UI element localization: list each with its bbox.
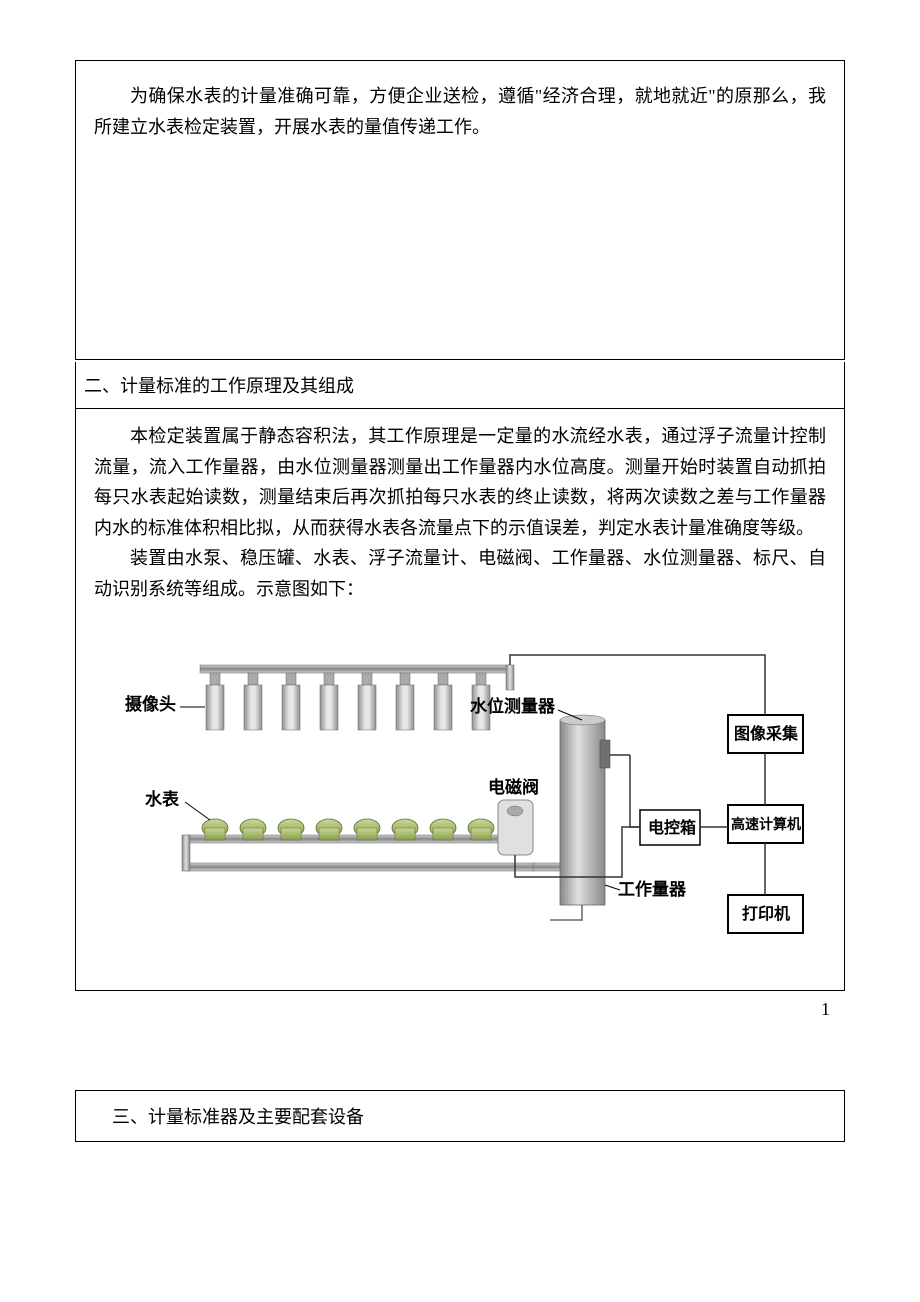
meter-label: 水表	[145, 789, 180, 809]
section2-title: 二、计量标准的工作原理及其组成	[84, 372, 836, 398]
meter-8	[468, 819, 494, 840]
control-label: 电控箱	[648, 818, 696, 837]
meter-6	[392, 819, 418, 840]
intro-paragraph: 为确保水表的计量准确可靠，方便企业送检，遵循"经济合理，就地就近"的原那么，我所…	[94, 81, 826, 142]
meter-4	[316, 819, 342, 840]
meter-3	[278, 819, 304, 840]
printer-label: 打印机	[742, 904, 790, 923]
camera-2	[244, 673, 262, 730]
valve-cap	[507, 806, 523, 816]
tank-drain	[550, 905, 582, 920]
diagram-container: 摄像头 水表	[94, 625, 826, 965]
camera-5	[358, 673, 376, 730]
system-diagram: 摄像头 水表	[110, 625, 810, 965]
section2-para2: 装置由水泵、稳压罐、水表、浮子流量计、电磁阀、工作量器、水位测量器、标尺、自动识…	[94, 543, 826, 604]
section2-title-box: 二、计量标准的工作原理及其组成	[75, 362, 845, 409]
camera-1	[206, 673, 224, 730]
meter-pipe-bottom	[185, 863, 535, 871]
meter-7	[430, 819, 456, 840]
meter-label-line	[185, 802, 210, 820]
document-page: 为确保水表的计量准确可靠，方便企业送检，遵循"经济合理，就地就近"的原那么，我所…	[0, 0, 920, 1050]
intro-section: 为确保水表的计量准确可靠，方便企业送检，遵循"经济合理，就地就近"的原那么，我所…	[75, 60, 845, 360]
camera-4	[320, 673, 338, 730]
rail-end	[506, 665, 514, 690]
camera-6	[396, 673, 414, 730]
valve-label: 电磁阀	[488, 777, 539, 797]
level-sensor	[600, 740, 610, 768]
tank-label: 工作量器	[618, 879, 687, 899]
section2-content: 本检定装置属于静态容积法，其工作原理是一定量的水流经水表，通过浮子流量计控制流量…	[75, 409, 845, 991]
tank-top	[560, 715, 605, 725]
meter-5	[354, 819, 380, 840]
image-capture-label: 图像采集	[734, 724, 799, 743]
camera-7	[434, 673, 452, 730]
section3-title: 三、计量标准器及主要配套设备	[94, 1103, 826, 1129]
meter-1	[202, 819, 228, 840]
page-number: 1	[75, 999, 845, 1020]
section2-para1: 本检定装置属于静态容积法，其工作原理是一定量的水流经水表，通过浮子流量计控制流量…	[94, 421, 826, 543]
camera-3	[282, 673, 300, 730]
pipe-left-end	[182, 835, 190, 871]
section3-box: 三、计量标准器及主要配套设备	[75, 1090, 845, 1142]
cameras-group	[206, 673, 490, 730]
level-label: 水位测量器	[470, 696, 556, 716]
computer-label: 高速计算机	[731, 816, 801, 832]
camera-rail	[200, 665, 510, 673]
camera-label: 摄像头	[125, 694, 176, 714]
meter-2	[240, 819, 266, 840]
